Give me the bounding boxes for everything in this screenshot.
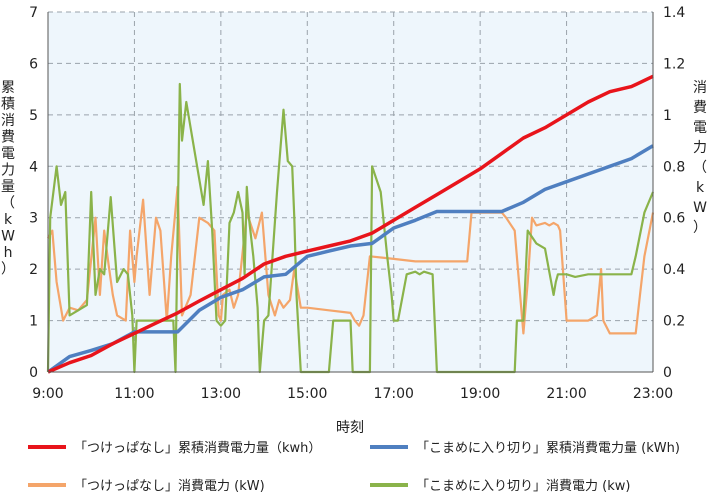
right-tick-label: 1.2 <box>663 56 685 72</box>
series-line-2 <box>46 144 654 374</box>
series-layer <box>46 74 655 374</box>
right-axis-title: 消費電力（ k W） <box>693 80 707 236</box>
left-tick-label: 7 <box>29 5 38 21</box>
legend-label: 「つけっぱなし」消費電力 (kW) <box>74 479 265 494</box>
axes <box>47 12 654 373</box>
x-tick-label: 19:00 <box>460 386 500 402</box>
left-tick-label: 3 <box>29 211 38 227</box>
right-tick-label: 0.4 <box>663 262 685 278</box>
x-tick-label: 21:00 <box>546 386 586 402</box>
left-tick-label: 2 <box>29 262 38 278</box>
right-tick-label: 1.4 <box>663 5 685 21</box>
legend-label: 「つけっぱなし」累積消費電力量（kwh） <box>74 441 321 456</box>
right-tick-label: 0.6 <box>663 211 685 227</box>
left-axis-ticks: 0 1 2 3 4 5 6 7 <box>29 5 38 381</box>
legend: 「つけっぱなし」累積消費電力量（kwh） 「こまめに入り切り」累積消費電力量 (k… <box>28 441 680 494</box>
x-tick-label: 17:00 <box>374 386 414 402</box>
series-line-4 <box>46 82 655 374</box>
right-tick-label: 0.2 <box>663 314 685 330</box>
right-axis-ticks: 0 0.2 0.4 0.6 0.8 1 1.2 1.4 <box>663 5 685 381</box>
right-tick-label: 0 <box>663 365 672 381</box>
left-tick-label: 4 <box>29 159 38 175</box>
legend-label: 「こまめに入り切り」消費電力 (kw) <box>416 479 630 494</box>
x-tick-label: 9:00 <box>32 386 63 402</box>
left-tick-label: 6 <box>29 56 38 72</box>
x-tick-label: 13:00 <box>201 386 241 402</box>
legend-label: 「こまめに入り切り」累積消費電力量 (kWh) <box>416 441 680 456</box>
right-tick-label: 1 <box>663 108 672 124</box>
right-tick-label: 0.8 <box>663 159 685 175</box>
series-line-3 <box>47 185 655 335</box>
x-tick-label: 23:00 <box>633 386 673 402</box>
plot-background <box>48 12 653 372</box>
left-tick-label: 0 <box>29 365 38 381</box>
x-axis-title: 時刻 <box>336 420 364 436</box>
left-tick-label: 1 <box>29 314 38 330</box>
x-tick-label: 11:00 <box>114 386 154 402</box>
series-line-1 <box>47 74 654 374</box>
x-tick-label: 15:00 <box>287 386 327 402</box>
left-tick-label: 5 <box>29 108 38 124</box>
x-axis-ticks: 9:00 11:00 13:00 15:00 17:00 19:00 21:00 23:00 <box>32 386 673 402</box>
